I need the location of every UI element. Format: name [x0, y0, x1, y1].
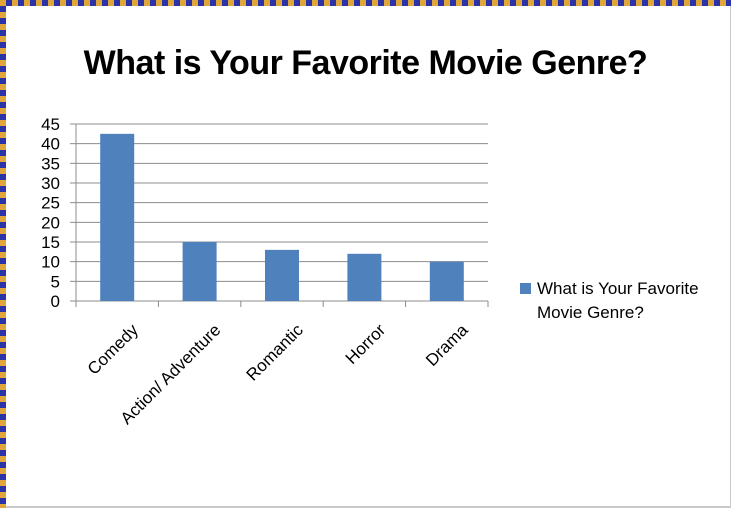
legend-label-line2: Movie Genre? [537, 303, 644, 322]
decorative-border-top [0, 0, 731, 6]
legend: What is Your Favorite Movie Genre? [520, 277, 725, 325]
y-tick-label: 35 [41, 154, 60, 173]
y-tick-label: 20 [41, 213, 60, 232]
legend-entry: What is Your Favorite [520, 277, 725, 301]
y-tick-label: 5 [51, 272, 60, 291]
decorative-border-left [0, 0, 6, 508]
bar [429, 261, 464, 301]
y-tick-label: 15 [41, 233, 60, 252]
y-tick-label: 0 [51, 292, 60, 311]
border-bottom [6, 506, 731, 508]
bar [182, 242, 217, 301]
x-category-label: Drama [422, 320, 472, 370]
x-category-label: Horror [342, 320, 390, 368]
x-category-label: Comedy [84, 320, 143, 379]
legend-swatch [520, 283, 531, 294]
bar [265, 249, 299, 301]
y-tick-label: 45 [41, 115, 60, 134]
y-tick-label: 10 [41, 253, 60, 272]
bar [347, 253, 382, 301]
chart-title: What is Your Favorite Movie Genre? [83, 44, 648, 82]
y-tick-label: 30 [41, 174, 60, 193]
bar [100, 133, 135, 301]
x-category-label: Romantic [243, 320, 308, 385]
legend-label-line1: What is Your Favorite [537, 279, 699, 298]
y-tick-label: 40 [41, 135, 60, 154]
y-tick-label: 25 [41, 194, 60, 213]
